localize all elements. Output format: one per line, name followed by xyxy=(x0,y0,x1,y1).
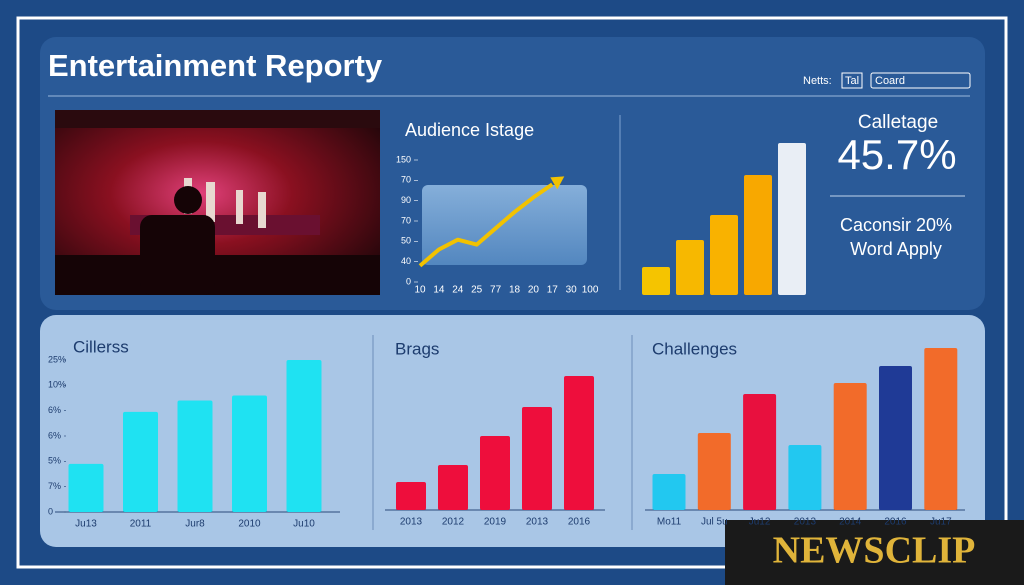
title: Entertainment Reporty xyxy=(48,48,383,83)
kpi-note: Word Apply xyxy=(850,239,942,259)
x-tick-label: 2013 xyxy=(400,517,423,528)
kpi-note: Caconsir 20% xyxy=(840,215,952,235)
search-text: Coard xyxy=(875,75,905,87)
bar xyxy=(68,463,104,512)
kpi-label: Calletage xyxy=(858,112,938,133)
bar xyxy=(788,445,822,510)
bar xyxy=(879,366,912,510)
x-tick-label: 17 xyxy=(547,285,559,296)
bar xyxy=(522,407,552,510)
x-tick-label: 2013 xyxy=(794,517,817,528)
y-tick-label: 0 xyxy=(48,506,53,516)
logo: NEWSCLIP xyxy=(773,530,976,572)
x-tick-label: 2011 xyxy=(130,519,152,530)
y-tick-label: 70 xyxy=(401,215,411,225)
chart-title: Brags xyxy=(395,339,439,358)
nav-label: Netts: xyxy=(803,75,832,87)
bar xyxy=(833,383,867,510)
bar xyxy=(480,436,510,510)
bar xyxy=(232,395,267,512)
bar xyxy=(743,394,777,510)
frame xyxy=(16,16,1008,569)
y-tick-label: 5% xyxy=(48,456,61,466)
bar xyxy=(924,348,958,510)
chart-title: Audience Istage xyxy=(405,120,534,140)
y-tick-label: 70 xyxy=(401,175,411,185)
photo-truss xyxy=(55,110,380,128)
line xyxy=(418,182,554,268)
bar xyxy=(778,143,806,295)
x-tick-label: 24 xyxy=(452,285,464,296)
bar xyxy=(564,376,594,510)
x-tick-label: Ju17 xyxy=(930,517,952,528)
x-tick-label: Ju13 xyxy=(75,519,97,530)
x-tick-label: 2012 xyxy=(442,517,465,528)
y-tick-label: 10% xyxy=(48,380,66,390)
x-tick-label: 2019 xyxy=(484,517,507,528)
bar xyxy=(642,267,670,295)
x-tick-label: 14 xyxy=(433,285,445,296)
x-tick-label: 30 xyxy=(566,285,578,296)
chart-title: Cillerss xyxy=(73,337,129,356)
x-tick-label: 77 xyxy=(490,285,502,296)
y-tick-label: 50 xyxy=(401,236,411,246)
bar xyxy=(710,215,738,295)
x-tick-label: 100 xyxy=(582,285,599,296)
x-tick-label: Mo11 xyxy=(657,517,682,528)
bar xyxy=(676,240,704,295)
x-tick-label: 10 xyxy=(414,285,426,296)
bar xyxy=(396,482,426,510)
y-tick-label: 7% xyxy=(48,481,61,491)
kpi-value: 45.7% xyxy=(837,131,956,178)
y-tick-label: 90 xyxy=(401,195,411,205)
bar xyxy=(438,465,468,510)
x-tick-label: 2016 xyxy=(568,517,591,528)
x-tick-label: 20 xyxy=(528,285,540,296)
arrowhead xyxy=(550,176,565,190)
x-tick-label: Jur8 xyxy=(185,519,205,530)
bar xyxy=(177,400,213,512)
bar xyxy=(744,175,772,295)
x-tick-label: 2016 xyxy=(884,517,907,528)
y-tick-label: 25% xyxy=(48,354,66,364)
y-tick-label: 6% xyxy=(48,430,61,440)
x-tick-label: 18 xyxy=(509,285,521,296)
x-tick-label: Ju10 xyxy=(293,519,315,530)
x-tick-label: Jul 5u xyxy=(701,517,728,528)
tab[interactable] xyxy=(841,72,863,89)
x-tick-label: 25 xyxy=(471,285,483,296)
y-tick-label: 40 xyxy=(401,256,411,266)
bar xyxy=(286,360,322,512)
bar xyxy=(123,411,158,512)
bar xyxy=(697,433,731,510)
x-tick-label: 2013 xyxy=(526,517,549,528)
x-tick-label: 2010 xyxy=(238,519,261,530)
y-tick-label: 0 xyxy=(406,276,411,286)
chart-title: Challenges xyxy=(652,339,737,358)
y-tick-label: 6% xyxy=(48,405,61,415)
bar xyxy=(652,474,686,510)
search-box[interactable] xyxy=(870,72,971,89)
tab-label: Tal xyxy=(845,75,859,87)
photo-audience xyxy=(55,186,380,295)
x-tick-label: Ju12 xyxy=(749,517,771,528)
logo-box xyxy=(725,520,1024,585)
world-map xyxy=(422,185,587,265)
y-tick-label: 150 xyxy=(396,154,411,164)
x-tick-label: 2014 xyxy=(839,517,862,528)
